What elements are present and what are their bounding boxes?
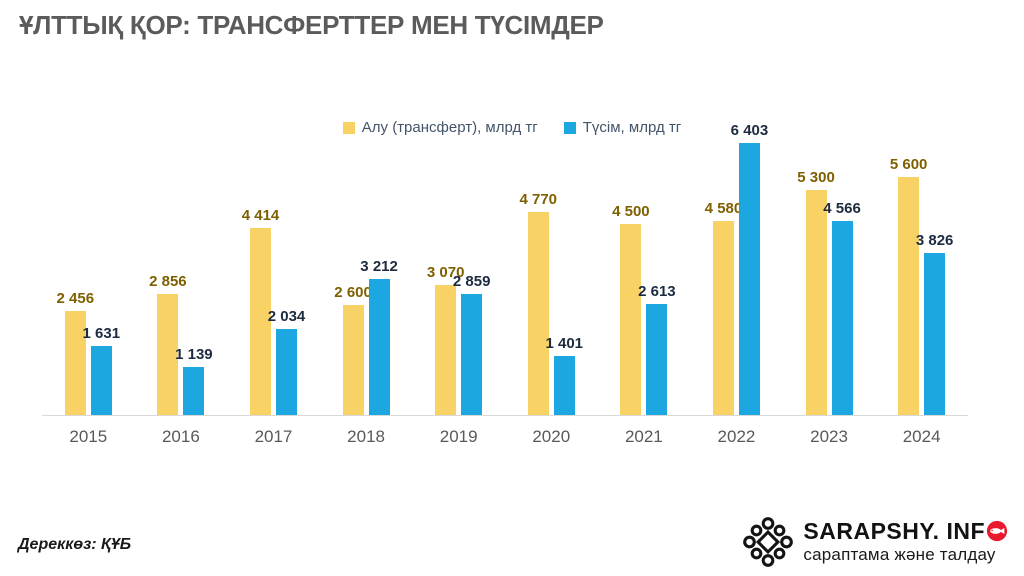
bar-group: 5 300 4 566: [783, 139, 876, 415]
bar-value-label: 5 600: [889, 156, 928, 173]
brand-name: SARAPSHY. INF: [803, 517, 1008, 544]
x-axis: 2015 2016 2017 2018 2019 2020 2021 2022 2023 2024: [42, 416, 968, 447]
bar-value-label: 2 856: [149, 273, 187, 290]
x-axis-label: 2024: [902, 427, 941, 446]
bar-transfer: [157, 294, 179, 415]
legend-swatch-revenue-icon: [563, 121, 576, 134]
bar-value-label: 2 600: [334, 284, 372, 301]
brand-text: SARAPSHY. INF: [803, 517, 985, 544]
bar-transfer: [342, 305, 364, 415]
bar-transfer: [435, 285, 457, 415]
bar-transfer: [527, 212, 549, 415]
bar-group: 3 070 2 859: [412, 139, 505, 415]
bar-value-label: 4 500: [612, 203, 650, 220]
bar-transfer: [805, 190, 827, 415]
chart-legend: Алу (трансферт), млрд тг Түсім, млрд тг: [0, 119, 1024, 136]
bar-value-label: 2 613: [638, 283, 676, 300]
bar-group: 4 580 6 403: [690, 122, 783, 415]
bar-group: 2 600 3 212: [320, 139, 413, 415]
bar-value-label: 4 414: [241, 207, 280, 224]
bar-revenue: [461, 294, 483, 415]
plot-area: 2 456 1 631 2 856 1 139 4 414 2 034 2 600 3 212…: [42, 122, 968, 416]
x-axis-label: 2017: [254, 427, 293, 446]
source-note: Дереккөз: ҚҰБ: [18, 536, 132, 553]
bar-value-label: 4 580: [704, 200, 743, 217]
bar-revenue: [738, 143, 760, 415]
letter-o-fish-icon: [986, 521, 1008, 542]
x-axis-label: 2023: [810, 427, 848, 446]
bar-value-label: 2 859: [452, 273, 491, 290]
bar-value-label: 3 826: [915, 232, 954, 249]
bar-revenue: [368, 279, 390, 415]
bar-transfer: [898, 177, 920, 415]
bar-group: 4 770 1 401: [505, 139, 598, 415]
bar-value-label: 5 300: [797, 169, 835, 186]
bar-revenue: [183, 367, 205, 415]
x-axis-label: 2018: [347, 427, 385, 446]
bar-value-label: 6 403: [730, 122, 769, 139]
bar-revenue: [275, 329, 297, 415]
logo: SARAPSHY. INF сараптама және талдау: [742, 516, 1008, 568]
bar-group: 5 600 3 826: [875, 139, 968, 415]
brand-tagline: сараптама және талдау: [803, 545, 996, 565]
bar-value-label: 2 034: [267, 308, 306, 325]
legend-item-revenue: Түсім, млрд тг: [563, 119, 682, 136]
bar-group: 4 500 2 613: [598, 139, 691, 415]
bar-transfer: [712, 221, 734, 415]
x-axis-label: 2022: [717, 427, 756, 446]
bar-value-label: 4 770: [519, 191, 558, 208]
x-axis-label: 2015: [69, 427, 108, 446]
bar-value-label: 3 070: [426, 264, 465, 281]
legend-item-transfer: Алу (трансферт), млрд тг: [342, 119, 538, 136]
bar-value-label: 2 456: [56, 290, 95, 307]
bar-revenue: [553, 356, 575, 415]
bar-value-label: 4 566: [823, 200, 861, 217]
bar-value-label: 1 631: [82, 325, 121, 342]
bar-revenue: [924, 253, 946, 415]
page-title: ҰЛТТЫҚ ҚОР: ТРАНСФЕРТТЕР МЕН ТҮСІМДЕР: [19, 10, 604, 40]
x-axis-label: 2021: [624, 427, 663, 446]
bar-value-label: 1 139: [175, 346, 213, 363]
bar-value-label: 1 401: [545, 335, 584, 352]
bar-group: 2 456 1 631: [42, 139, 135, 415]
bar-transfer: [620, 224, 642, 415]
bar-group: 2 856 1 139: [135, 139, 228, 415]
bar-chart: 2 456 1 631 2 856 1 139 4 414 2 034 2 600 3 212…: [42, 122, 968, 447]
bar-revenue: [831, 221, 853, 415]
bar-value-label: 3 212: [360, 258, 398, 275]
bar-transfer: [64, 311, 86, 415]
bar-group: 4 414 2 034: [227, 139, 320, 415]
legend-label-transfer: Алу (трансферт), млрд тг: [361, 119, 538, 136]
legend-swatch-transfer-icon: [342, 121, 355, 134]
bar-revenue: [90, 346, 112, 415]
ornament-knot-icon: [743, 517, 794, 567]
bar-transfer: [249, 228, 271, 415]
x-axis-label: 2019: [439, 427, 478, 446]
legend-label-revenue: Түсім, млрд тг: [582, 119, 682, 136]
bar-revenue: [646, 304, 668, 415]
x-axis-label: 2016: [161, 427, 200, 446]
x-axis-label: 2020: [532, 427, 571, 446]
